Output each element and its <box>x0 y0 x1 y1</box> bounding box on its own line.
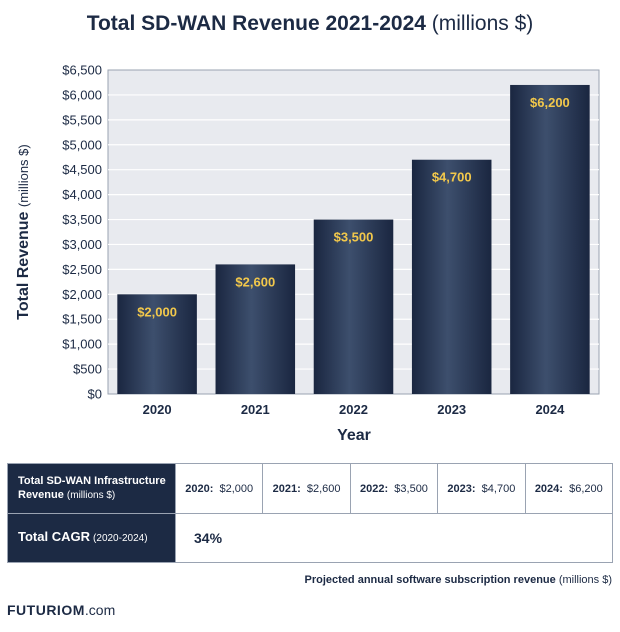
brand-logo: FUTURIOM.com <box>7 602 115 618</box>
footnote-text: Projected annual software subscription r… <box>304 574 556 586</box>
revenue-row-header-text: Total SD-WAN Infrastructure Revenue <box>18 475 166 501</box>
y-tick-label: $3,500 <box>62 212 102 227</box>
data-label-2021: $2,600 <box>235 274 275 289</box>
revenue-cell: 2023: $4,700 <box>437 463 526 514</box>
y-tick-label: $4,500 <box>62 162 102 177</box>
revenue-row: Total SD-WAN Infrastructure Revenue (mil… <box>7 463 614 514</box>
bar-2023 <box>411 159 492 394</box>
revenue-cell: 2024: $6,200 <box>524 463 614 514</box>
cagr-value: 34% <box>175 513 613 563</box>
chart-title: Total SD-WAN Revenue 2021-2024 (millions… <box>0 12 620 36</box>
y-tick-label: $0 <box>88 387 102 402</box>
y-axis-label: Total Revenue (millions $) <box>15 144 32 319</box>
revenue-row-header: Total SD-WAN Infrastructure Revenue (mil… <box>7 463 176 514</box>
cagr-row: Total CAGR (2020-2024) 34% <box>7 513 613 563</box>
y-tick-label: $5,500 <box>62 112 102 127</box>
cagr-row-header: Total CAGR (2020-2024) <box>7 513 176 563</box>
footnote: Projected annual software subscription r… <box>305 574 612 586</box>
data-label-2022: $3,500 <box>334 230 374 245</box>
y-tick-label: $1,000 <box>62 337 102 352</box>
cagr-header-text: Total CAGR <box>18 529 90 544</box>
x-tick-label: 2022 <box>339 402 368 417</box>
x-tick-label: 2024 <box>535 402 565 417</box>
y-tick-label: $1,500 <box>62 312 102 327</box>
bars: $2,000 $2,600 $3,500 $4,700 $6,200 <box>117 84 590 394</box>
brand-name: FUTURIOM <box>7 602 85 618</box>
x-tick-label: 2021 <box>241 402 270 417</box>
cell-year: 2022: <box>360 482 389 495</box>
revenue-cell: 2021: $2,600 <box>262 463 351 514</box>
bar-2020 <box>117 294 197 394</box>
bar-2022 <box>313 219 394 394</box>
bar-2021 <box>215 264 296 394</box>
cell-year: 2020: <box>185 482 214 495</box>
cell-value: $6,200 <box>569 482 603 495</box>
data-label-2023: $4,700 <box>432 170 472 185</box>
cell-value: $4,700 <box>481 482 516 495</box>
footnote-unit: (millions $) <box>558 574 612 586</box>
x-tick-labels: 2020 2021 2022 2023 2024 <box>143 402 565 417</box>
y-tick-label: $3,000 <box>62 237 102 252</box>
data-label-2024: $6,200 <box>530 95 570 110</box>
chart-title-main: Total SD-WAN Revenue 2021-2024 <box>86 12 426 35</box>
data-label-2020: $2,000 <box>137 304 177 319</box>
revenue-cell: 2020: $2,000 <box>174 463 264 514</box>
cell-year: 2021: <box>272 482 301 495</box>
cell-value: $2,600 <box>306 482 341 495</box>
x-axis-label: Year <box>337 427 371 444</box>
cell-year: 2024: <box>534 482 563 495</box>
y-tick-label: $4,000 <box>62 187 102 202</box>
cell-year: 2023: <box>447 482 476 495</box>
y-tick-label: $2,000 <box>62 287 102 302</box>
y-tick-label: $6,000 <box>62 87 102 102</box>
brand-suffix: .com <box>84 602 116 618</box>
y-tick-label: $500 <box>73 362 102 377</box>
bar-2024 <box>510 84 590 394</box>
cell-value: $2,000 <box>219 482 254 495</box>
y-axis-label-unit: (millions $) <box>16 144 31 207</box>
bar-chart: $2,000 $2,600 $3,500 $4,700 $6,200 $0 $500 $1,… <box>15 63 600 444</box>
y-tick-labels: $0 $500 $1,000 $1,500 $2,000 $2,500 $3,000 $3,5… <box>62 63 102 402</box>
x-tick-label: 2023 <box>437 402 466 417</box>
chart-title-unit: (millions $) <box>431 12 534 35</box>
y-tick-label: $6,500 <box>62 63 102 78</box>
revenue-row-header-unit: (millions $) <box>66 490 116 501</box>
y-tick-label: $2,500 <box>62 262 102 277</box>
y-tick-label: $5,000 <box>62 137 102 152</box>
x-tick-label: 2020 <box>143 402 172 417</box>
revenue-cell: 2022: $3,500 <box>349 463 439 514</box>
cagr-header-unit: (2020-2024) <box>93 533 148 544</box>
y-axis-label-text: Total Revenue <box>15 207 32 320</box>
summary-table: Total SD-WAN Infrastructure Revenue (mil… <box>7 463 614 563</box>
cell-value: $3,500 <box>394 482 428 495</box>
